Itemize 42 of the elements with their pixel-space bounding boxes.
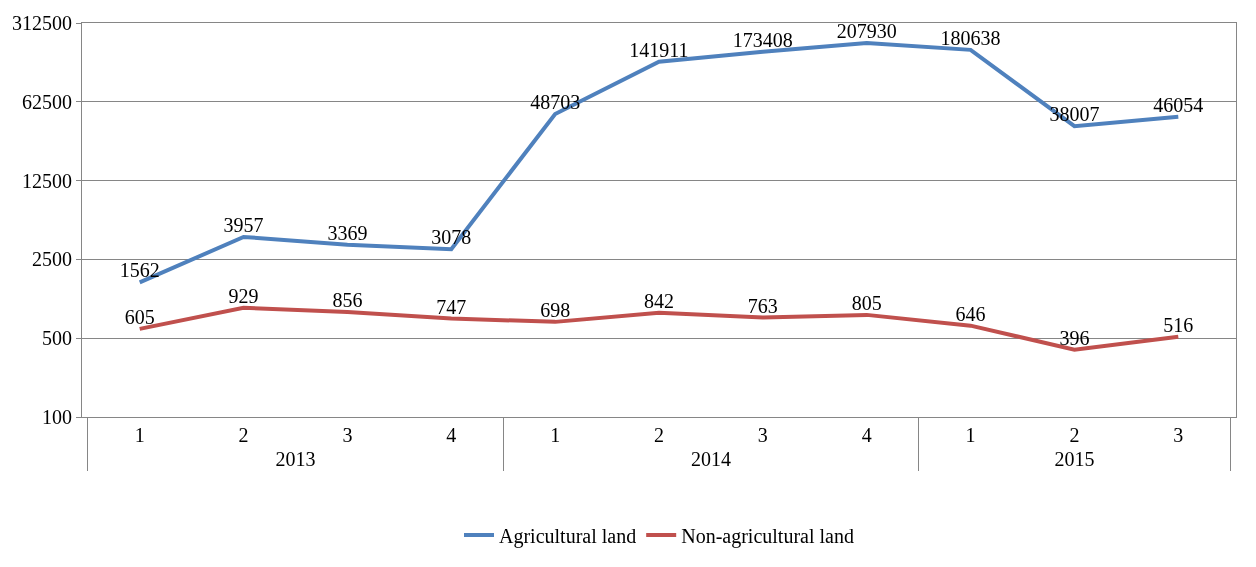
data-label: 46054: [1153, 93, 1204, 116]
data-label: 207930: [836, 19, 897, 42]
data-label: 763: [747, 294, 778, 317]
data-label: 856: [332, 288, 363, 311]
y-tick-label: 500: [42, 327, 72, 350]
y-tick-label: 2500: [32, 248, 72, 271]
data-label: 180638: [940, 26, 1001, 49]
y-tick-label: 12500: [22, 169, 72, 192]
x-tick-label: 2: [1069, 424, 1080, 446]
data-label: 747: [436, 295, 467, 318]
x-tick-label: 3: [1173, 424, 1184, 446]
x-tick-label: 4: [861, 424, 872, 446]
y-tick-label: 62500: [22, 90, 72, 113]
x-tick-label: 2: [654, 424, 664, 446]
data-label: 141911: [629, 38, 689, 61]
data-label: 698: [540, 298, 571, 321]
data-label: 929: [228, 284, 259, 307]
text: 2014: [690, 448, 731, 470]
legend-label: Non-agricultural land: [681, 524, 854, 548]
data-label: 396: [1059, 326, 1090, 349]
data-label: 842: [644, 289, 674, 312]
text: 2015: [1054, 448, 1095, 470]
legend-label: Agricultural land: [499, 524, 637, 548]
data-label: 3957: [223, 213, 264, 236]
data-label: 805: [851, 291, 882, 314]
data-label: 516: [1163, 313, 1194, 336]
x-tick-label: 3: [757, 424, 768, 446]
x-tick-label: 1: [965, 424, 976, 446]
y-tick-label: 312500: [12, 12, 72, 34]
data-label: 3369: [327, 221, 368, 244]
data-label: 173408: [732, 28, 793, 51]
x-tick-label: 4: [446, 424, 457, 446]
x-tick-label: 1: [550, 424, 561, 446]
data-label: 646: [955, 302, 986, 325]
x-tick-label: 2: [238, 424, 249, 446]
x-tick-label: 1: [134, 424, 145, 446]
y-tick-label: 100: [42, 406, 72, 428]
data-label: 48703: [530, 91, 581, 114]
text: 2013: [275, 448, 316, 470]
data-label: 1562: [119, 259, 160, 282]
data-label: 605: [124, 305, 155, 328]
x-tick-label: 3: [342, 424, 353, 446]
